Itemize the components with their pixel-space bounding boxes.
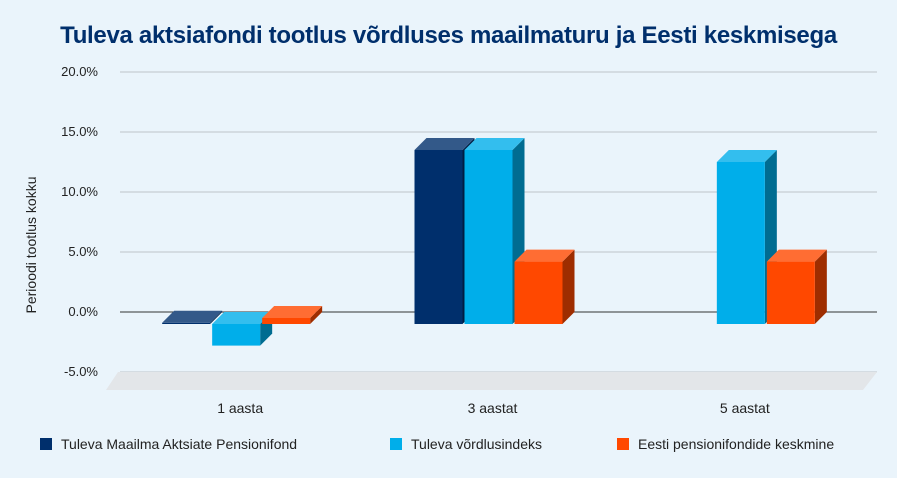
y-tick-label: 5.0%	[68, 244, 98, 259]
bar-average-2	[514, 249, 575, 324]
bar-front	[716, 162, 765, 324]
bar-top	[464, 138, 525, 150]
bar-top	[262, 306, 323, 318]
y-tick-label: 20.0%	[61, 64, 98, 79]
bar-index-1	[212, 312, 273, 346]
bars	[162, 138, 827, 346]
y-tick-label: 10.0%	[61, 184, 98, 199]
bar-top	[162, 310, 223, 323]
x-axis-categories: 1 aasta 3 aastat 5 aastat	[217, 400, 770, 416]
bar-front	[262, 318, 311, 324]
legend-swatch-index	[390, 438, 402, 450]
bar-average-3	[766, 249, 827, 324]
bar-top	[414, 138, 475, 150]
bar-index-3	[716, 150, 777, 324]
y-axis-label: Perioodi tootlus kokku	[23, 177, 39, 314]
bar-top	[514, 249, 575, 262]
bar-side	[310, 306, 323, 324]
bar-side	[210, 310, 223, 324]
bar-front	[464, 150, 513, 324]
legend-label-fund: Tuleva Maailma Aktsiate Pensionifond	[61, 436, 298, 452]
bar-front	[514, 261, 563, 324]
x-category-label: 3 aastat	[468, 400, 518, 416]
legend: Tuleva Maailma Aktsiate Pensionifond Tul…	[0, 436, 897, 456]
y-tick-label: 15.0%	[61, 124, 98, 139]
y-tick-label: 0.0%	[68, 304, 98, 319]
legend-swatch-fund	[40, 438, 52, 450]
x-category-label: 5 aastat	[720, 400, 770, 416]
bar-top	[716, 150, 777, 162]
bar-front	[414, 150, 463, 324]
legend-item-fund: Tuleva Maailma Aktsiate Pensionifond	[40, 436, 297, 452]
bar-front	[162, 322, 211, 324]
bar-average-1	[262, 306, 323, 324]
legend-label-index: Tuleva võrdlusindeks	[411, 436, 542, 452]
y-axis-ticks: 20.0% 15.0% 10.0% 5.0% 0.0% -5.0%	[61, 64, 98, 379]
bar-top	[212, 312, 273, 324]
bar-side	[562, 249, 575, 324]
bar-fund-1	[162, 310, 223, 324]
x-category-label: 1 aasta	[217, 400, 263, 416]
bar-side	[814, 249, 827, 324]
bar-front	[766, 261, 815, 324]
y-tick-label: -5.0%	[64, 364, 98, 379]
chart-floor	[106, 372, 877, 390]
bar-top	[766, 249, 827, 262]
legend-item-index: Tuleva võrdlusindeks	[390, 436, 542, 452]
legend-label-average: Eesti pensionifondide keskmine	[638, 436, 835, 452]
bar-front	[212, 324, 261, 346]
legend-item-average: Eesti pensionifondide keskmine	[617, 436, 834, 452]
chart-title: Tuleva aktsiafondi tootlus võrdluses maa…	[60, 22, 837, 49]
legend-swatch-average	[617, 438, 629, 450]
